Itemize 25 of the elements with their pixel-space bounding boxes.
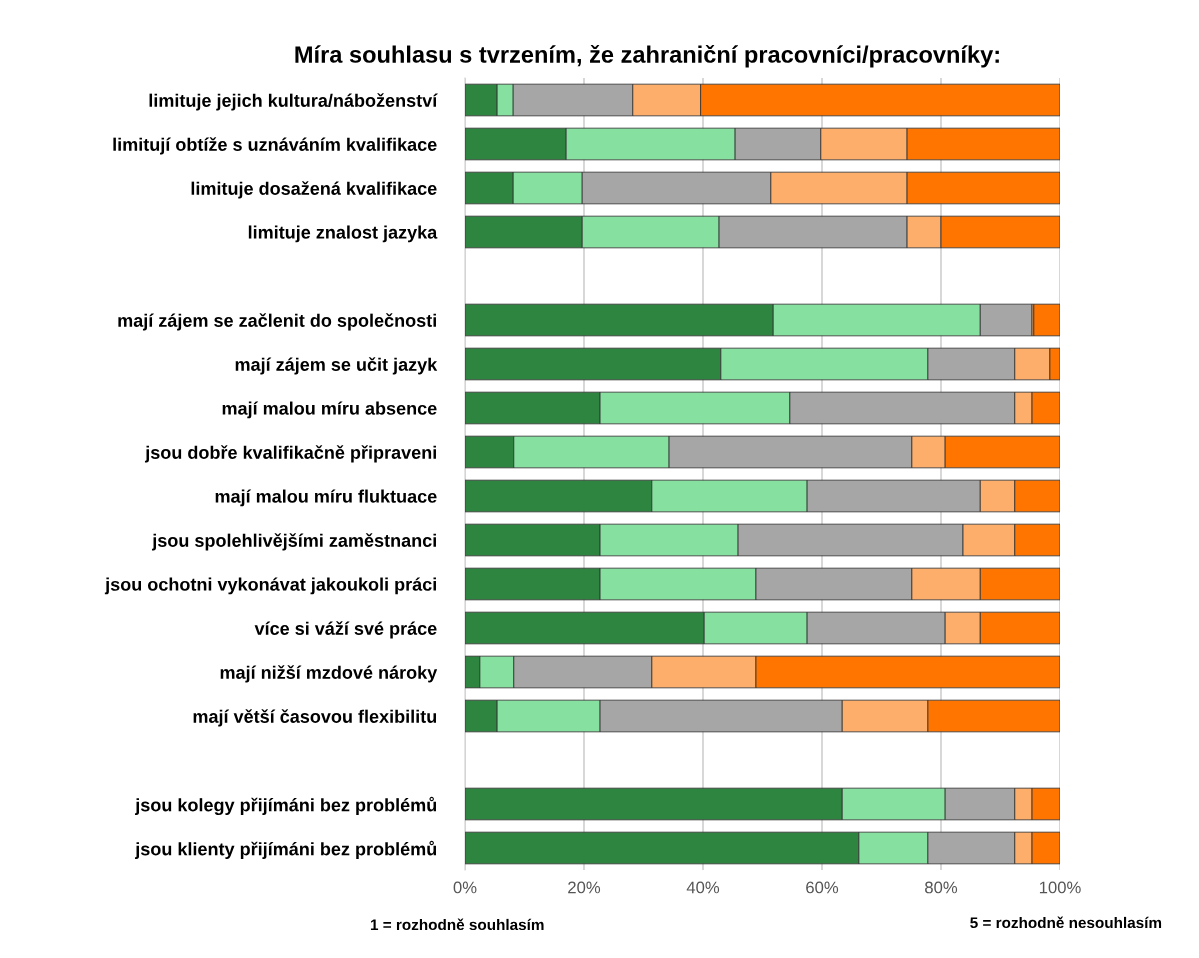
y-tick-label: mají zájem se učit jazyk [235, 357, 438, 375]
x-tick-label: 40% [686, 881, 720, 894]
y-tick-label: jsou spolehlivějšími zaměstnanci [151, 533, 436, 551]
y-tick-label: limituje znalost jazyka [248, 225, 438, 243]
y-tick-label: jsou klienty přijímáni bez problémů [134, 840, 437, 859]
y-tick-label: jsou dobře kvalifikačně připraveni [144, 445, 436, 463]
y-tick-label: mají malou míru fluktuace [215, 489, 437, 507]
x-tick-label: 20% [568, 881, 601, 894]
y-tick-label: limitují obtíže s uznáváním kvalifikace [113, 137, 437, 155]
y-tick-label: jsou ochotni vykonávat jakoukoli práci [104, 577, 436, 595]
text: 5 = rozhodně nesouhlasím [970, 916, 1162, 929]
y-tick-label: mají větší časovou flexibilitu [193, 709, 437, 727]
x-tick-label: 100% [1039, 881, 1081, 894]
y-tick-label: limituje dosažená kvalifikace [191, 181, 437, 199]
y-tick-label: limituje jejich kultura/náboženství [149, 93, 438, 111]
x-tick-label: 0% [453, 881, 477, 894]
text: 1 = rozhodně souhlasím [370, 918, 544, 931]
y-tick-label: mají malou míru absence [222, 401, 437, 419]
y-tick-label: více si váží své práce [254, 621, 437, 639]
x-tick-label: 80% [925, 881, 958, 894]
y-tick-label: mají zájem se začlenit do společnosti [118, 313, 436, 331]
y-tick-label: mají nižší mzdové nároky [220, 665, 438, 683]
y-tick-label: jsou kolegy přijímáni bez problémů [134, 796, 437, 816]
x-tick-label: 60% [806, 881, 839, 894]
chart-title: Míra souhlasu s tvrzením, že zahraniční pracovníci/pracovníky: [295, 45, 999, 68]
